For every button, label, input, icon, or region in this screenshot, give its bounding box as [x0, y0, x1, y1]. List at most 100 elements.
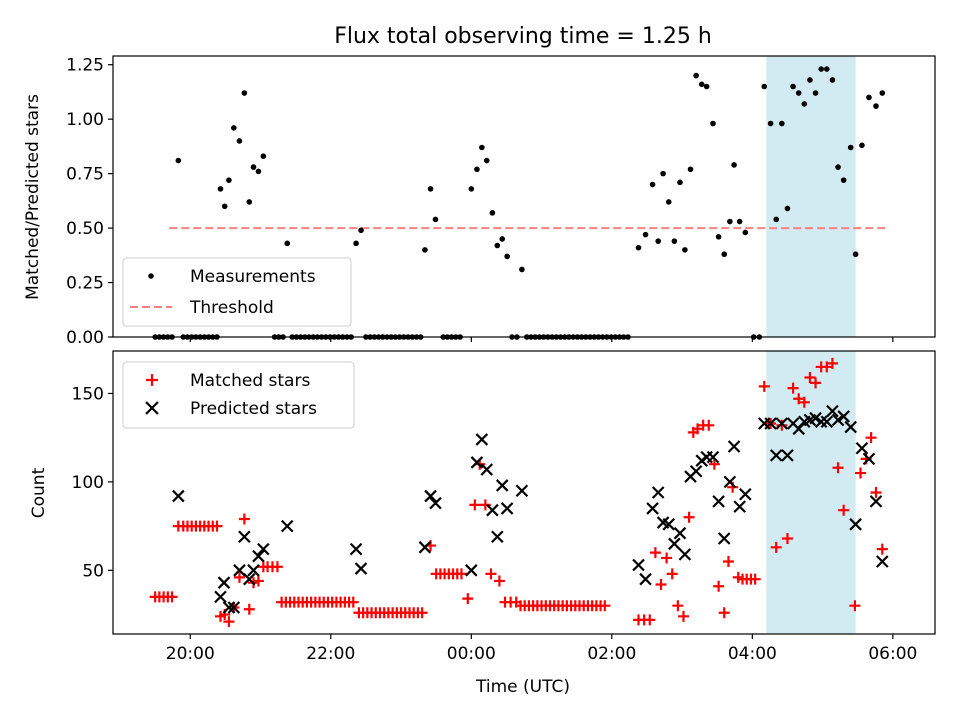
measurement-point: [835, 164, 841, 170]
matched-star-point: [599, 600, 611, 612]
predicted-star-point: [639, 572, 652, 586]
matched-star-point: [683, 511, 695, 523]
matched-star-point: [703, 419, 715, 431]
matched-star-point: [347, 596, 359, 608]
measurement-point: [736, 218, 743, 225]
xtick-label: 04:00: [728, 644, 777, 664]
bottom-y-axis-label: Count: [29, 467, 49, 518]
measurement-point: [873, 103, 879, 109]
ratio-panel: 0.00 0.25 0.50 0.75 1.00 1.25 Matched/Predict…: [23, 55, 936, 348]
bottom-legend-box: [122, 361, 355, 429]
top-x-ticks: [189, 337, 894, 342]
matched-star-point: [166, 591, 178, 603]
measurement-point: [236, 138, 243, 144]
measurement-point: [682, 247, 688, 253]
predicted-star-point: [429, 496, 442, 510]
top-highlight-rect: [766, 56, 856, 337]
measurement-point: [642, 231, 649, 238]
predicted-star-point: [689, 464, 703, 478]
matched-star-point: [243, 603, 255, 615]
measurement-point: [432, 216, 439, 223]
top-axes-frame: [112, 55, 936, 338]
matched-star-point: [469, 499, 481, 511]
measurement-point: [879, 90, 886, 96]
predicted-star-point: [706, 450, 720, 464]
predicted-star-point: [252, 549, 265, 563]
matched-star-point: [416, 607, 428, 619]
matched-star-point: [211, 520, 223, 532]
measurement-point: [715, 233, 722, 240]
predicted-star-point: [678, 548, 692, 561]
legend-predicted-marker: [145, 401, 159, 415]
measurement-point: [779, 120, 785, 127]
legend-matched-label: Matched stars: [190, 371, 310, 391]
bottom-legend: Matched stars Predicted stars: [122, 361, 355, 429]
matched-star-point: [718, 607, 730, 619]
predicted-star-point: [862, 452, 876, 466]
legend-measurements-marker: [148, 273, 154, 279]
chart-title: Flux total observing time = 1.25 h: [334, 24, 712, 49]
measurement-point: [731, 162, 737, 168]
legend-predicted-label: Predicted stars: [190, 399, 317, 419]
measurement-point: [483, 157, 490, 164]
matched-star-point: [810, 377, 822, 389]
predicted-star-point: [844, 420, 857, 434]
matched-star-point: [649, 547, 661, 559]
measurement-point: [519, 266, 525, 273]
measurement-point: [217, 186, 224, 192]
measurement-point: [687, 166, 694, 173]
matched-star-point: [493, 575, 505, 587]
matched-star-point: [722, 555, 734, 567]
measurement-point: [801, 101, 808, 107]
measurement-point: [422, 247, 428, 253]
bottom-x-ticks: 20:00 22:00 00:00 02:00 04:00 06:00: [166, 634, 917, 664]
matched-star-point: [855, 467, 867, 479]
measurement-point: [703, 83, 710, 90]
matched-star-point: [770, 541, 782, 553]
matched-star-point: [793, 393, 805, 405]
measurement-point: [847, 144, 854, 151]
measurement-point: [807, 77, 813, 83]
bottom-highlight-span: [766, 351, 856, 634]
measurement-point: [494, 242, 501, 249]
matched-star-point: [479, 499, 491, 511]
top-ytick-label: 1.00: [66, 110, 104, 130]
matched-star-point: [708, 458, 720, 470]
predicted-star-point: [869, 495, 883, 508]
predicted-star-point: [646, 502, 659, 515]
matched-star-point: [826, 357, 838, 369]
predicted-star-point: [651, 486, 665, 499]
measurement-point: [698, 81, 705, 88]
predicted-star-point: [717, 532, 731, 545]
top-y-ticks: 0.00 0.25 0.50 0.75 1.00 1.25: [66, 56, 113, 348]
matched-star-point: [870, 487, 882, 498]
measurement-point: [818, 66, 824, 72]
predicted-star-point: [280, 519, 294, 533]
top-ytick-label: 0.25: [66, 274, 104, 294]
measurement-point: [852, 251, 859, 258]
measurement-point: [784, 205, 791, 212]
matched-star-point: [485, 568, 497, 580]
top-ytick-label: 1.25: [66, 56, 104, 76]
measurement-point: [660, 170, 666, 177]
xtick-label: 20:00: [166, 644, 215, 664]
predicted-star-point: [876, 555, 889, 568]
predicted-star-point: [814, 415, 828, 429]
predicted-star-point: [837, 410, 850, 423]
top-legend-box: [122, 257, 352, 327]
measurement-point: [635, 244, 642, 251]
matched-star-point: [692, 423, 704, 435]
measurement-point: [727, 218, 733, 225]
predicted-star-point: [515, 484, 529, 498]
predicted-star-point: [227, 601, 241, 614]
measurement-point: [479, 144, 485, 151]
predicted-star-point: [257, 542, 270, 556]
predicted-star-point: [662, 518, 676, 531]
predicted-star-point: [465, 564, 478, 577]
matched-star-points: [149, 357, 888, 628]
bottom-highlight-rect: [766, 351, 856, 634]
measurement-point: [693, 72, 699, 79]
xtick-label: 06:00: [868, 644, 917, 664]
